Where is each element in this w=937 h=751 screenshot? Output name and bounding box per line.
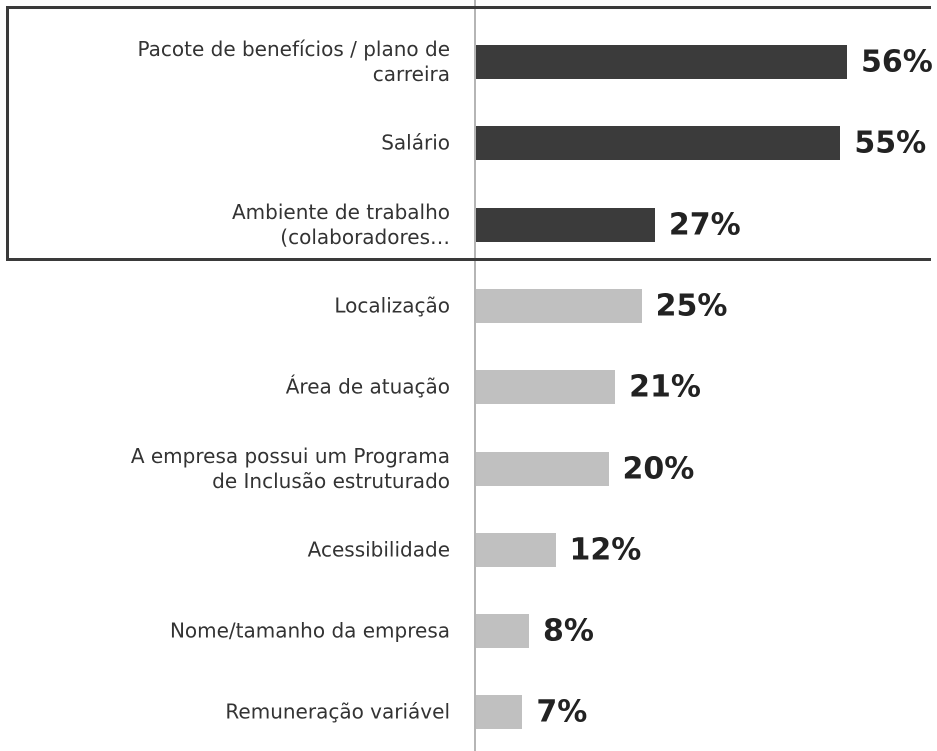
value-label: 56% — [861, 44, 933, 80]
bar — [476, 451, 609, 486]
category-label: Área de atuação — [285, 374, 450, 399]
category-label: Ambiente de trabalho (colaboradores… — [232, 199, 450, 249]
value-label: 8% — [543, 613, 594, 649]
category-label: A empresa possui um Programa de Inclusão… — [130, 443, 450, 493]
bar — [476, 45, 847, 79]
value-label: 25% — [655, 288, 728, 324]
value-label: 12% — [569, 532, 642, 568]
bar — [476, 370, 616, 405]
category-label: Acessibilidade — [307, 537, 450, 562]
category-label: Remuneração variável — [225, 699, 450, 724]
bar — [476, 288, 642, 323]
bar — [476, 207, 655, 242]
value-label: 7% — [536, 694, 588, 730]
bar — [476, 532, 556, 567]
value-label: 20% — [622, 451, 695, 486]
category-label: Localização — [334, 293, 450, 318]
bar — [476, 695, 523, 730]
category-label: Pacote de benefícios / plano de carreira — [137, 37, 450, 86]
value-label: 55% — [854, 125, 927, 161]
value-label: 21% — [629, 369, 701, 405]
bar — [476, 126, 841, 161]
category-label: Salário — [381, 130, 450, 155]
axis-line — [474, 0, 476, 751]
category-label: Nome/tamanho da empresa — [169, 618, 450, 643]
value-label: 27% — [668, 207, 741, 243]
bar — [476, 614, 529, 649]
highlight-box — [6, 6, 931, 261]
